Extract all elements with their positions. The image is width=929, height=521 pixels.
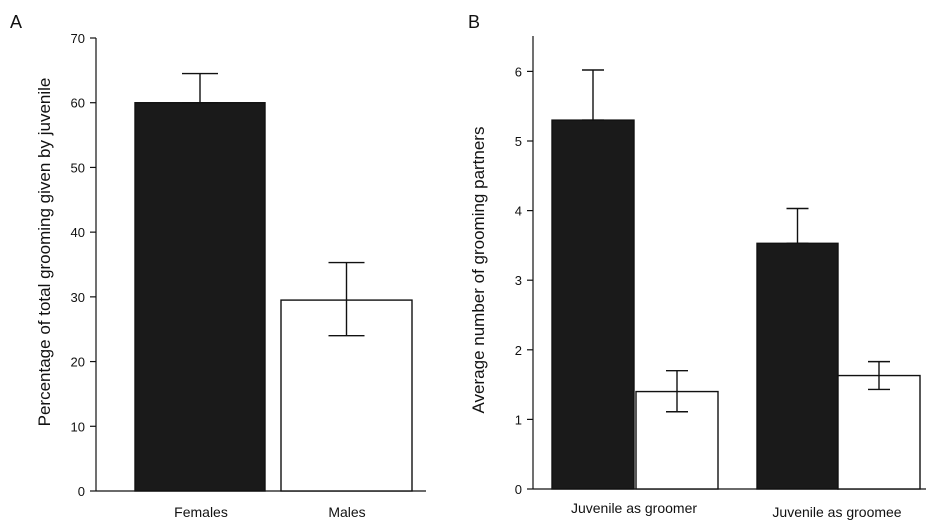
y-tick-label: 30 <box>71 290 85 305</box>
y-tick-label: 70 <box>71 31 85 46</box>
y-tick-label: 60 <box>71 96 85 111</box>
panel-b-y-ticks: 0 1 2 3 4 5 6 <box>515 64 533 497</box>
bar <box>134 102 266 492</box>
panel-a: A 0 10 20 30 40 50 60 70 Females Males Percenta… <box>10 12 426 520</box>
bar <box>756 242 839 490</box>
panel-b: B 0 1 2 3 4 5 6 Juvenile as groomer Juvenile a… <box>468 12 926 520</box>
panel-b-category-label: Juvenile as groomee <box>772 504 901 520</box>
panel-b-y-axis-title: Average number of grooming partners <box>469 127 488 414</box>
y-tick-label: 0 <box>515 482 522 497</box>
panel-b-letter: B <box>468 12 480 32</box>
y-tick-label: 1 <box>515 412 522 427</box>
panel-b-error-bars <box>582 69 890 413</box>
panel-b-category-label: Juvenile as groomer <box>571 500 697 516</box>
y-tick-label: 6 <box>515 64 522 79</box>
y-tick-label: 3 <box>515 273 522 288</box>
y-tick-label: 2 <box>515 343 522 358</box>
panel-a-letter: A <box>10 12 22 32</box>
panel-a-y-axis-title: Percentage of total grooming given by ju… <box>35 78 54 427</box>
y-tick-label: 50 <box>71 160 85 175</box>
panel-a-y-ticks: 0 10 20 30 40 50 60 70 <box>71 31 96 499</box>
panel-a-category-label: Males <box>328 504 365 520</box>
y-tick-label: 10 <box>71 419 85 434</box>
y-tick-label: 40 <box>71 225 85 240</box>
panel-a-error-bars <box>182 72 365 337</box>
bar <box>837 374 921 490</box>
panel-b-bars <box>551 119 921 490</box>
y-tick-label: 20 <box>71 355 85 370</box>
y-tick-label: 0 <box>78 484 85 499</box>
panel-a-bars <box>134 102 413 492</box>
panel-a-category-label: Females <box>174 504 228 520</box>
y-tick-label: 5 <box>515 134 522 149</box>
bar <box>551 119 635 490</box>
y-tick-label: 4 <box>515 204 522 219</box>
